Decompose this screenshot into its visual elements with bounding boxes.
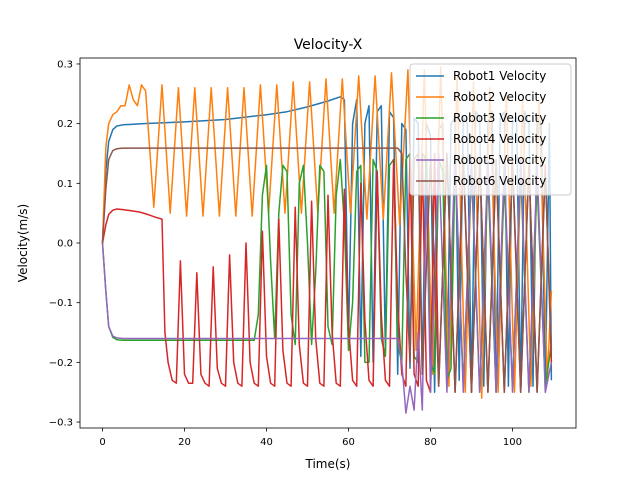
chart-title: Velocity-X (294, 37, 363, 53)
y-tick-label: 0.2 (57, 119, 73, 130)
x-tick-label: 100 (503, 437, 522, 448)
x-tick-label: 0 (99, 437, 105, 448)
x-tick-label: 60 (342, 437, 355, 448)
y-tick-label: 0.3 (57, 59, 73, 70)
legend-box (409, 63, 572, 196)
y-tick-label: −0.1 (49, 298, 73, 309)
legend-label-5: Robot5 Velocity (453, 153, 546, 167)
x-tick-label: 20 (178, 437, 191, 448)
y-tick-label: 0.0 (57, 239, 73, 250)
legend-label-1: Robot1 Velocity (453, 69, 546, 83)
y-tick-label: −0.2 (49, 358, 73, 369)
x-tick-label: 40 (260, 437, 273, 448)
x-tick-label: 80 (424, 437, 437, 448)
legend-label-2: Robot2 Velocity (453, 90, 546, 104)
legend-label-4: Robot4 Velocity (453, 132, 546, 146)
legend: Robot1 Velocity Robot2 Velocity Robot3 Vel… (409, 63, 572, 196)
legend-label-3: Robot3 Velocity (453, 111, 546, 125)
x-axis-label: Time(s) (305, 457, 351, 471)
x-axis-ticks: 0 20 40 60 80 100 (99, 428, 522, 448)
legend-label-6: Robot6 Velocity (453, 174, 546, 188)
y-axis-ticks: −0.3 −0.2 −0.1 0.0 0.1 0.2 0.3 (49, 59, 80, 429)
y-tick-label: 0.1 (57, 179, 73, 190)
y-axis-label: Velocity(m/s) (16, 204, 30, 282)
y-tick-label: −0.3 (49, 418, 73, 429)
series-line-5 (101, 152, 553, 414)
